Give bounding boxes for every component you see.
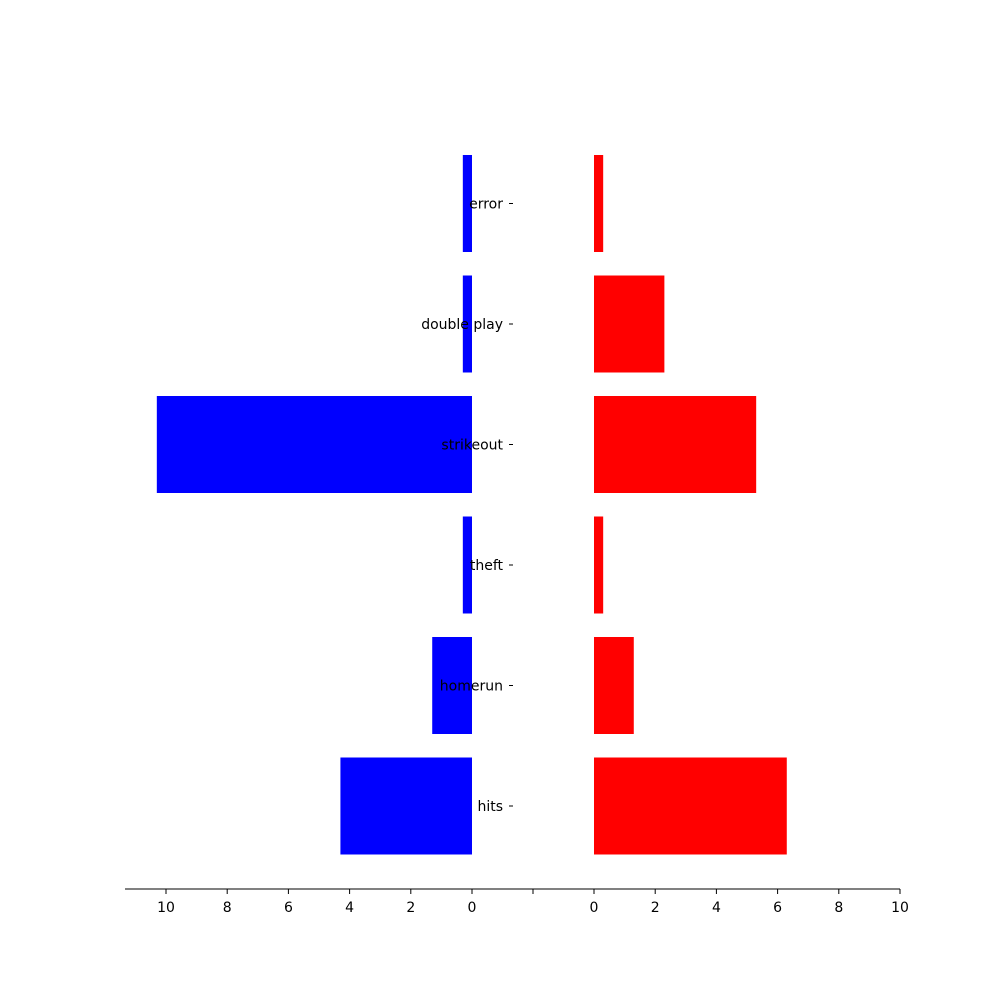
category-label: hits [477,799,503,815]
category-label: theft [470,558,504,574]
right-x-tick-label: 4 [712,900,721,916]
x-axis: 10 8 6 4 2 0 0 2 4 6 8 10 [125,888,909,916]
left-x-tick-label: 4 [345,900,354,916]
left-x-tick-label: 6 [284,900,293,916]
left-bars [156,155,472,855]
bar-left-hits [340,757,472,855]
bar-right-homerun [594,637,634,734]
right-x-tick-label: 8 [834,900,843,916]
right-x-tick-label: 10 [891,900,909,916]
bar-left-strikeout [156,396,472,493]
left-x-tick-label: 10 [157,900,175,916]
bar-right-strikeout [594,396,757,493]
left-x-tick-label: 2 [406,900,415,916]
category-label: double play [421,317,503,333]
left-x-tick-label: 0 [468,900,477,916]
category-labels: hits homerun theft strikeout double play erro… [421,197,513,815]
right-bars [594,155,787,855]
right-x-tick-label: 0 [590,900,599,916]
bar-left-homerun [432,637,472,734]
right-x-tick-label: 2 [651,900,660,916]
bar-left-double-play [462,275,472,373]
bar-right-theft [594,516,604,614]
category-label: strikeout [441,438,503,454]
right-x-tick-label: 6 [773,900,782,916]
category-label: error [469,197,503,213]
bar-right-double-play [594,275,665,373]
bar-left-theft [462,516,472,614]
bar-left-error [462,155,472,252]
left-x-tick-label: 8 [223,900,232,916]
bar-right-hits [594,757,787,855]
bar-right-error [594,155,604,252]
category-label: homerun [440,679,503,695]
